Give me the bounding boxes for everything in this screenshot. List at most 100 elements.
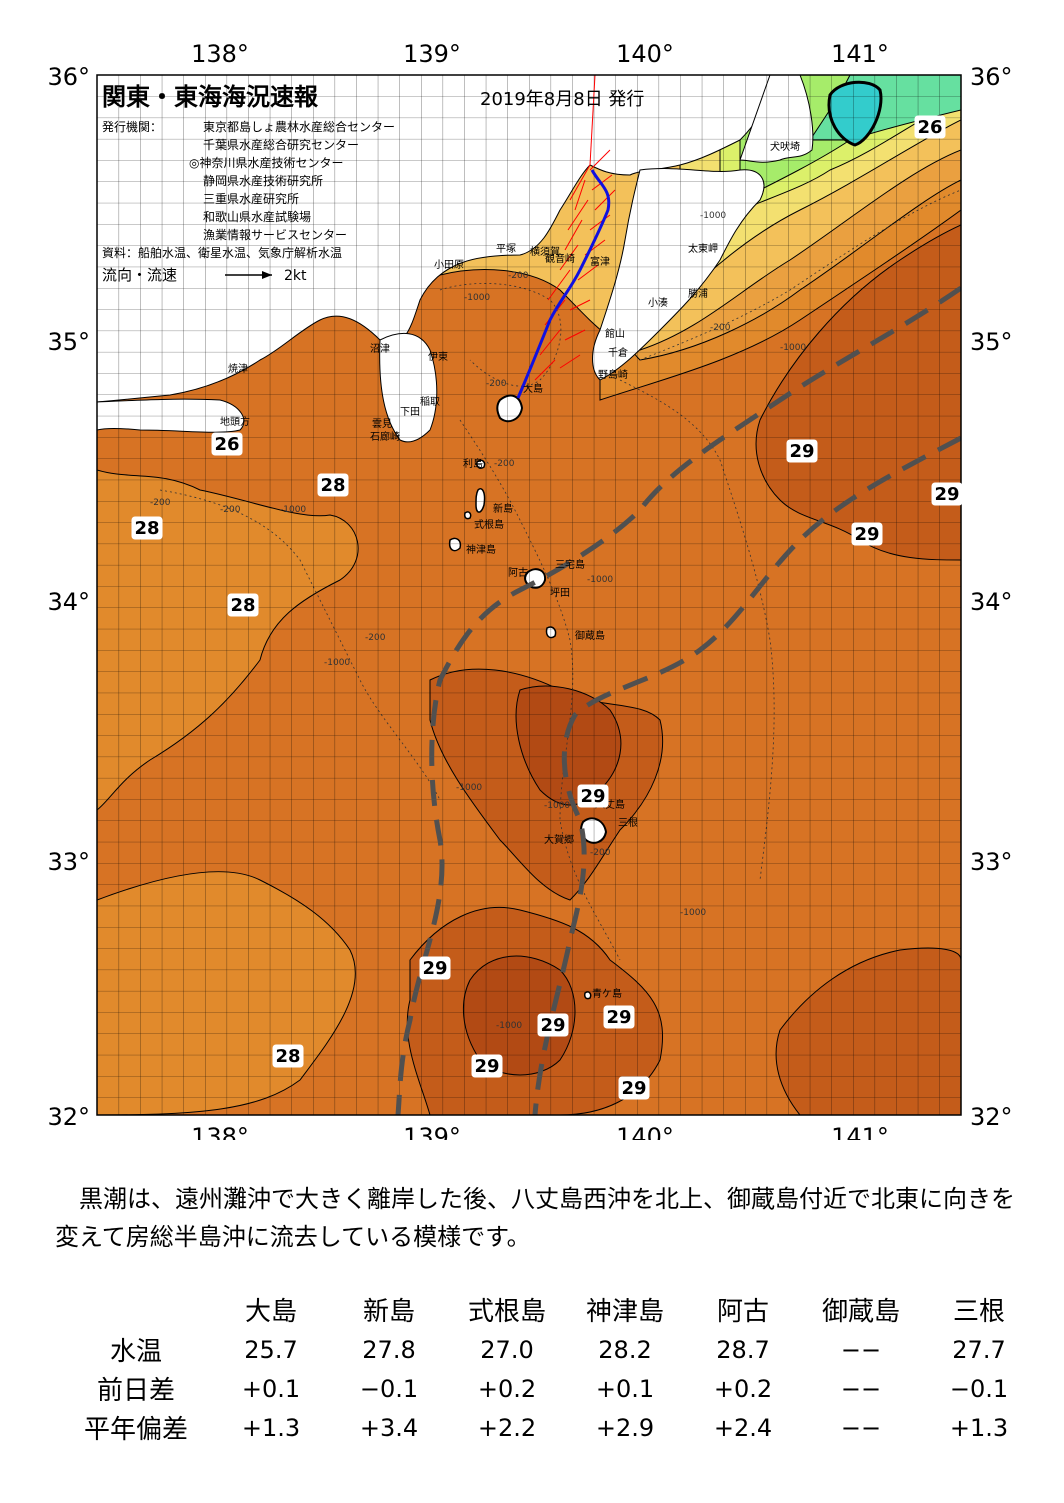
depth-label: -200 (150, 498, 171, 508)
table-row: 水温 25.7 27.8 27.0 28.2 28.7 −− 27.7 (60, 1330, 1038, 1369)
lat-right-36: 36° (970, 63, 1013, 91)
issuer-6: 和歌山県水産試験場 (203, 209, 311, 224)
place-chikura: 千倉 (608, 346, 628, 359)
place-futtsu: 富津 (590, 255, 610, 268)
row-label-day-change: 前日差 (96, 1376, 175, 1406)
place-omaezaki: 地頭方 (220, 415, 250, 428)
svg-text:29: 29 (934, 484, 959, 505)
map-title: 関東・東海海況速報 (102, 83, 319, 111)
isotherm-labels: 26 26 28 28 28 28 29 29 29 29 29 29 29 2… (131, 115, 963, 1100)
place-ito: 伊東 (428, 350, 448, 363)
axis-labels: 138° 139° 140° 141° 138° 139° 140° 141° … (47, 40, 1013, 1151)
place-numazu: 沼津 (370, 342, 390, 355)
issuer-5: 三重県水産研究所 (203, 191, 299, 206)
lat-left-35: 35° (47, 328, 90, 356)
lat-left-34: 34° (47, 588, 90, 616)
table-cell: +0.1 (595, 1374, 655, 1403)
depth-label: -1000 (456, 783, 482, 793)
table-cell: −− (840, 1335, 882, 1364)
lat-right-32: 32° (970, 1103, 1013, 1131)
lon-top-140: 140° (616, 40, 674, 68)
svg-text:29: 29 (540, 1015, 565, 1036)
sea-temperature-map: 138° 139° 140° 141° 138° 139° 140° 141° … (47, 40, 1013, 1151)
place-okago: 大賀郷 (544, 833, 574, 846)
depth-label: -200 (494, 459, 515, 469)
place-kannonzaki: 観音崎 (545, 252, 575, 265)
depth-label: -1000 (544, 801, 570, 811)
station-kozushima: 神津島 (585, 1296, 664, 1327)
table-cell: 27.8 (362, 1335, 416, 1364)
table-cell: −− (840, 1374, 882, 1403)
place-taitomisaki: 太東岬 (688, 242, 718, 255)
svg-text:29: 29 (580, 786, 605, 807)
svg-text:28: 28 (320, 475, 345, 496)
table-cell: −0.1 (359, 1374, 419, 1403)
issuer-label: 発行機関： (102, 119, 162, 134)
place-inubosaki: 犬吠埼 (770, 140, 800, 153)
isotherm-label: 29 (618, 1076, 650, 1100)
place-ako: 阿古 (508, 566, 528, 579)
station-ako: 阿古 (716, 1296, 769, 1327)
isotherm-label: 26 (914, 115, 946, 139)
station-mitsune: 三根 (952, 1296, 1005, 1327)
issuer-1: 東京都島しょ農林水産総合センター (203, 119, 395, 134)
data-sources: 資料：船舶水温、衛星水温、気象庁解析水温 (102, 245, 342, 260)
lon-bottom-139: 139° (403, 1123, 461, 1140)
lon-top-138: 138° (191, 40, 249, 68)
isotherm-label: 29 (851, 522, 883, 546)
place-miyakejima: 三宅島 (555, 558, 585, 571)
depth-label: -1000 (280, 505, 306, 515)
svg-text:29: 29 (621, 1078, 646, 1099)
station-niijima: 新島 (362, 1296, 415, 1327)
place-irozaki: 石廊崎 (370, 430, 400, 443)
svg-text:29: 29 (789, 441, 814, 462)
flow-legend-speed: 2kt (284, 268, 307, 284)
lat-right-33: 33° (970, 848, 1013, 876)
place-yokosuka: 横須賀 (530, 245, 560, 258)
place-katsuura: 勝浦 (688, 287, 708, 300)
place-mitsune: 三根 (618, 816, 638, 829)
isotherm-label: 29 (931, 482, 963, 506)
place-kozushima: 神津島 (466, 543, 496, 556)
place-mikurajima: 御蔵島 (575, 629, 605, 642)
place-kominato: 小湊 (648, 296, 668, 309)
place-oshima: 大島 (523, 382, 543, 395)
place-inatori: 稲取 (420, 396, 440, 408)
kuroshio-description: 黒潮は、遠州灘沖で大きく離岸した後、八丈島西沖を北上、御蔵島付近で北東に向きを変… (55, 1180, 1015, 1256)
depth-label: -1000 (496, 1021, 522, 1031)
table-corner (60, 1288, 212, 1330)
place-aogashima: 青ケ島 (592, 987, 622, 1000)
lat-right-35: 35° (970, 328, 1013, 356)
depth-label: -200 (220, 505, 241, 515)
place-tateyama: 館山 (605, 327, 625, 340)
lon-bottom-140: 140° (616, 1123, 674, 1140)
table-cell: 28.7 (716, 1335, 770, 1364)
depth-label: -1000 (587, 575, 613, 585)
svg-text:29: 29 (606, 1007, 631, 1028)
station-mikurajima: 御蔵島 (821, 1296, 900, 1327)
depth-label: -200 (486, 379, 507, 389)
lon-top-141: 141° (831, 40, 889, 68)
table-cell: 25.7 (244, 1335, 298, 1364)
isotherm-label: 29 (786, 439, 818, 463)
lon-bottom-138: 138° (191, 1123, 249, 1140)
station-shikinejima: 式根島 (467, 1296, 546, 1327)
table-cell: −0.1 (949, 1374, 1009, 1403)
isotherm-label: 28 (131, 516, 163, 540)
row-label-water-temp: 水温 (109, 1337, 162, 1367)
map-area (97, 75, 961, 1115)
place-hiratsuka: 平塚 (496, 243, 516, 255)
station-oshima: 大島 (244, 1296, 297, 1327)
table-cell: +0.2 (713, 1374, 773, 1403)
map-header: 関東・東海海況速報 2019年8月8日 発行 発行機関： 東京都島しょ農林水産総… (102, 83, 644, 284)
svg-text:29: 29 (422, 958, 447, 979)
flow-legend-label: 流向・流速 (102, 266, 177, 284)
isotherm-label: 29 (577, 784, 609, 808)
depth-label: -1000 (680, 908, 706, 918)
place-niijima: 新島 (493, 502, 513, 515)
depth-label: -200 (365, 633, 386, 643)
ship-track (516, 169, 611, 399)
table-cell: +1.3 (949, 1413, 1009, 1442)
place-odawara: 小田原 (434, 259, 464, 271)
table-cell: +2.4 (713, 1413, 773, 1442)
